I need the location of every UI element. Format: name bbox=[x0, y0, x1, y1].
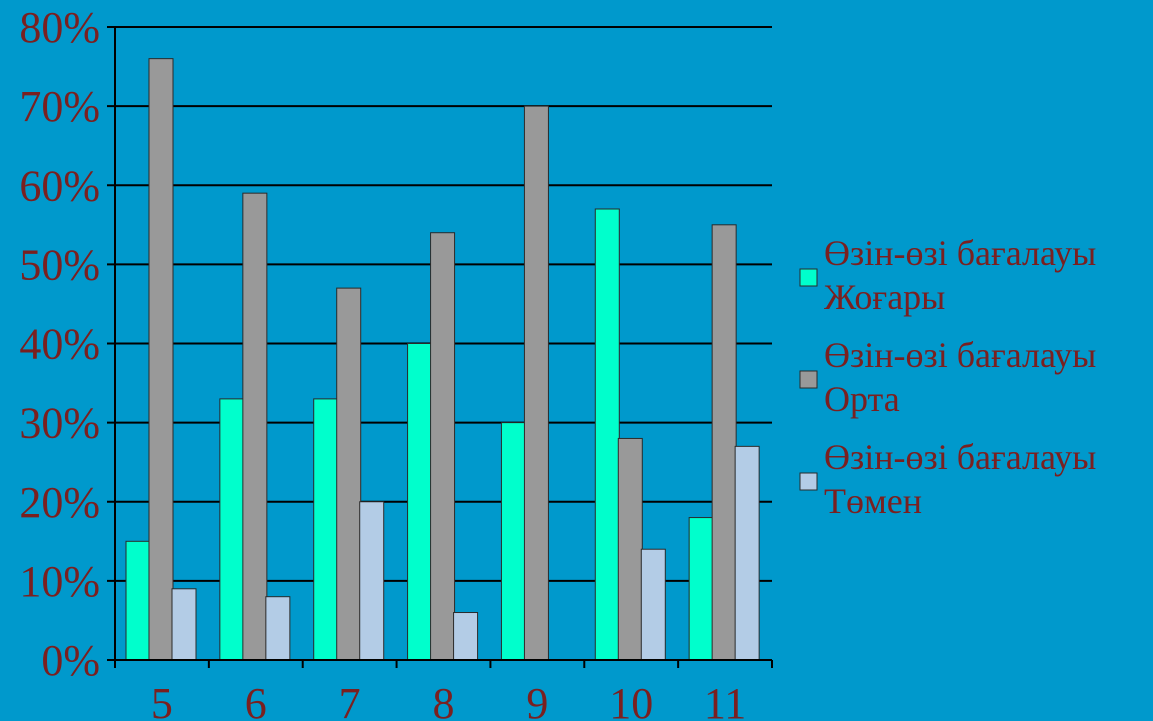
bar bbox=[594, 208, 620, 661]
bar bbox=[219, 398, 245, 661]
x-tick-label: 10 bbox=[609, 679, 653, 721]
x-tick-labels: 5 6 7 8 9 10 11 bbox=[151, 679, 746, 721]
legend-label: Өзін-өзі бағалауы bbox=[824, 437, 1096, 477]
bar bbox=[688, 517, 714, 661]
bar bbox=[640, 548, 666, 661]
bar bbox=[336, 287, 362, 661]
x-tick-label: 11 bbox=[704, 679, 746, 721]
legend-label: Төмен bbox=[824, 481, 922, 521]
bar bbox=[430, 232, 456, 661]
legend-swatch bbox=[799, 268, 818, 287]
bar bbox=[617, 437, 643, 661]
bar bbox=[125, 540, 151, 661]
bar bbox=[171, 588, 197, 661]
legend-label: Өзін-өзі бағалауы bbox=[824, 233, 1096, 273]
y-tick-labels: 0% 10% 20% 30% 40% 50% 60% 70% 80% bbox=[19, 3, 100, 685]
bar bbox=[359, 501, 385, 661]
y-tick-label: 60% bbox=[19, 161, 100, 210]
x-tick-label: 8 bbox=[433, 679, 455, 721]
y-tick-label: 0% bbox=[41, 636, 100, 685]
legend-label: Өзін-өзі бағалауы bbox=[824, 335, 1096, 375]
x-tick-label: 9 bbox=[526, 679, 548, 721]
bar bbox=[523, 105, 549, 661]
x-tick-label: 7 bbox=[339, 679, 361, 721]
legend-label: Жоғары bbox=[824, 277, 945, 317]
bar bbox=[500, 422, 526, 661]
bar bbox=[734, 445, 760, 661]
axes bbox=[107, 26, 773, 668]
legend-swatch bbox=[799, 472, 818, 491]
bar bbox=[148, 58, 174, 661]
bars bbox=[125, 58, 760, 661]
y-tick-label: 30% bbox=[19, 399, 100, 448]
legend-swatch bbox=[799, 370, 818, 389]
bar bbox=[711, 224, 737, 661]
bar bbox=[242, 192, 268, 661]
y-tick-label: 70% bbox=[19, 82, 100, 131]
bar bbox=[265, 596, 291, 661]
y-tick-label: 20% bbox=[19, 478, 100, 527]
x-tick-label: 6 bbox=[245, 679, 267, 721]
x-tick-label: 5 bbox=[151, 679, 173, 721]
y-tick-label: 50% bbox=[19, 240, 100, 289]
bar bbox=[407, 343, 433, 661]
bar bbox=[313, 398, 339, 661]
y-tick-label: 80% bbox=[19, 3, 100, 52]
bar bbox=[453, 612, 479, 661]
y-tick-label: 10% bbox=[19, 557, 100, 606]
legend-label: Орта bbox=[824, 379, 900, 419]
y-tick-label: 40% bbox=[19, 320, 100, 369]
